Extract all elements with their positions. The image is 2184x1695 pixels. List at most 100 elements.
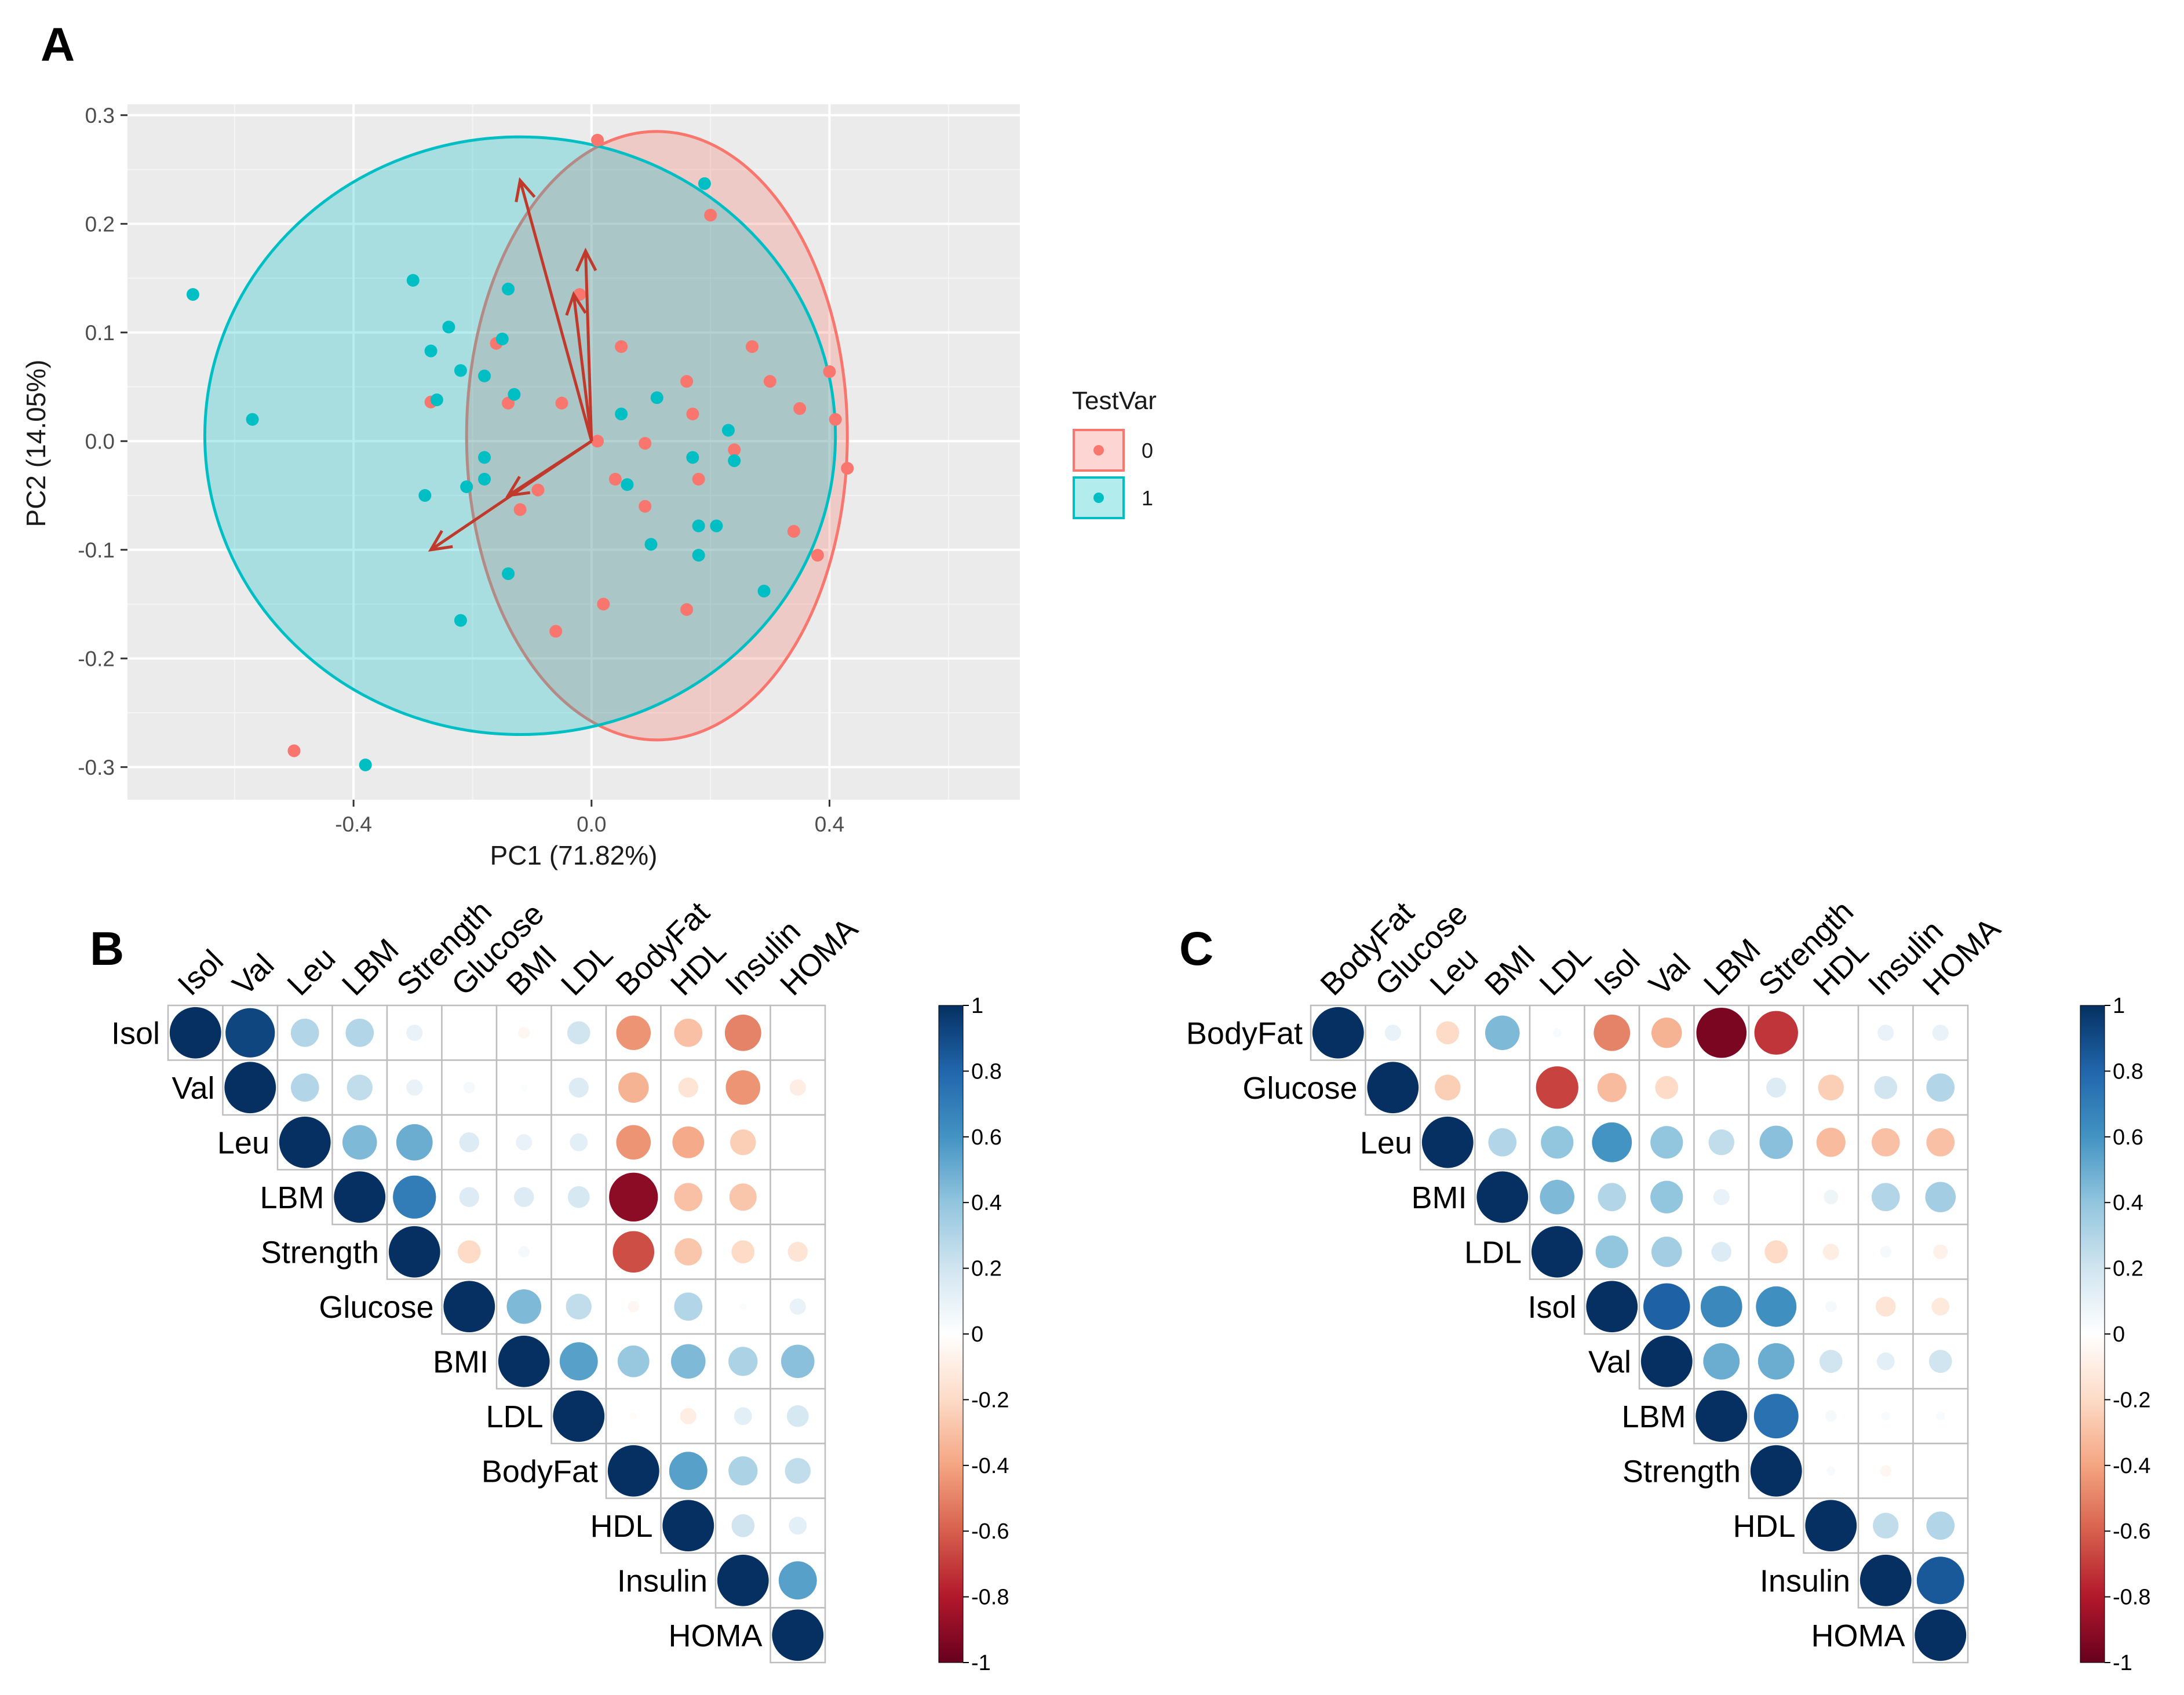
colorbar-tick-label: -0.2	[2113, 1388, 2150, 1412]
point-group-0	[793, 402, 807, 415]
colorbar-tick-label: 1	[2113, 994, 2125, 1018]
corr-circle	[1650, 1126, 1683, 1159]
corr-circle	[1759, 1125, 1793, 1160]
col-label: Val	[226, 947, 281, 1003]
panel-letter-c: C	[1179, 923, 1213, 975]
corr-circle	[498, 1335, 550, 1387]
corr-circle	[786, 1405, 809, 1427]
corr-circle	[1488, 1128, 1517, 1157]
corr-circle	[1598, 1183, 1627, 1212]
corr-circle	[1640, 1335, 1693, 1387]
corr-circle	[1696, 1390, 1748, 1442]
corr-circle	[1597, 1073, 1627, 1102]
corr-circle	[1874, 1076, 1898, 1099]
point-group-0	[555, 396, 568, 410]
corr-circle	[1703, 1343, 1740, 1380]
corr-circle	[1926, 1128, 1955, 1157]
loading-arrow-head	[515, 177, 536, 203]
confidence-ellipse-0	[465, 130, 849, 742]
point-group-0	[549, 625, 563, 638]
y-axis-title: PC2 (14.05%)	[21, 360, 51, 527]
corr-circle	[1552, 1028, 1562, 1037]
point-group-0	[811, 549, 824, 562]
corr-circle	[567, 1021, 590, 1045]
colorbar-tick-label: -0.6	[971, 1519, 1009, 1544]
corr-circle	[778, 1561, 817, 1600]
corr-circle	[725, 1070, 761, 1105]
point-group-1	[728, 454, 741, 467]
corr-circle	[734, 1407, 752, 1426]
legend-key-0: 0	[1073, 429, 1153, 472]
colorbar-tick-label: -1	[2113, 1651, 2132, 1675]
point-group-0	[680, 603, 694, 616]
corr-circle	[225, 1008, 275, 1058]
row-label: Val	[1588, 1344, 1631, 1379]
point-group-1	[757, 585, 771, 597]
corr-circle	[1758, 1343, 1795, 1380]
corr-cell	[1748, 1333, 1804, 1390]
corr-cell	[1912, 1223, 1969, 1280]
y-tick-label: -0.3	[78, 756, 115, 779]
point-group-0	[763, 375, 776, 388]
confidence-ellipses	[203, 130, 849, 742]
point-group-1	[615, 407, 628, 421]
corr-circle	[570, 1133, 588, 1151]
point-group-0	[787, 524, 800, 538]
corr-circle	[1536, 1066, 1578, 1109]
col-label: LBM	[336, 932, 406, 1003]
point-group-1	[502, 282, 515, 296]
corr-circle	[728, 1347, 758, 1376]
corr-circle	[406, 1079, 423, 1096]
row-label: LBM	[260, 1180, 324, 1215]
loading-arrow-head	[428, 530, 453, 552]
corr-circle	[674, 1018, 703, 1047]
pca-biplot: -0.4 0.0 0.4 -0.3 -0.2 -0.1 0.0 0.1 0.2 0.3 PC1 (…	[21, 104, 1157, 870]
corr-circle	[1873, 1512, 1899, 1539]
legend: TestVar 0 1	[1072, 387, 1157, 519]
point-group-0	[591, 133, 604, 147]
y-tick-label: -0.2	[78, 647, 115, 670]
point-group-0	[680, 375, 694, 388]
colorbar-tick-label: 0.8	[971, 1059, 1002, 1084]
corr-circle	[1766, 1077, 1786, 1098]
point-group-1	[721, 424, 735, 437]
row-label: Glucose	[1242, 1071, 1357, 1106]
y-tick-label: -0.1	[78, 538, 115, 562]
colorbar-tick-label: -0.8	[2113, 1585, 2150, 1610]
corr-circle	[463, 1081, 475, 1093]
col-label: BMI	[1478, 938, 1542, 1002]
corr-cell	[770, 1169, 826, 1226]
legend-dot-0	[1093, 445, 1104, 455]
corr-circle	[279, 1116, 331, 1168]
corr-circle	[728, 1456, 758, 1486]
row-label: Insulin	[1760, 1563, 1850, 1598]
corr-circle	[1860, 1554, 1912, 1606]
axis-ticks: -0.4 0.0 0.4 -0.3 -0.2 -0.1 0.0 0.1 0.2 0.3	[78, 104, 844, 836]
colorbar-tick-label: 1	[971, 994, 983, 1018]
corr-circle	[1936, 1412, 1945, 1421]
colorbar-tick-label: 0.4	[2113, 1191, 2143, 1215]
corr-circle	[1764, 1240, 1788, 1264]
point-group-1	[418, 489, 432, 502]
legend-dot-1	[1093, 493, 1104, 503]
colorbar-tick-label: -0.4	[971, 1454, 1009, 1478]
row-label: Insulin	[617, 1563, 708, 1598]
corr-circle	[672, 1126, 705, 1158]
corr-circle	[1651, 1017, 1682, 1048]
row-label: Strength	[1622, 1454, 1741, 1489]
corr-circle	[1818, 1074, 1844, 1100]
point-group-1	[406, 274, 420, 287]
row-label: HDL	[590, 1509, 652, 1544]
corr-circle	[568, 1077, 589, 1098]
point-group-1	[359, 759, 372, 771]
point-group-0	[591, 435, 604, 448]
colorbar	[938, 1005, 964, 1663]
point-group-0	[639, 437, 652, 450]
row-label: BMI	[433, 1344, 488, 1379]
corr-circle	[1651, 1236, 1682, 1267]
loading-arrow-head	[505, 476, 531, 498]
corr-circle	[290, 1073, 319, 1102]
x-tick-label: 0.0	[577, 812, 606, 836]
corr-circle	[1880, 1465, 1892, 1477]
corr-circle	[224, 1062, 276, 1114]
